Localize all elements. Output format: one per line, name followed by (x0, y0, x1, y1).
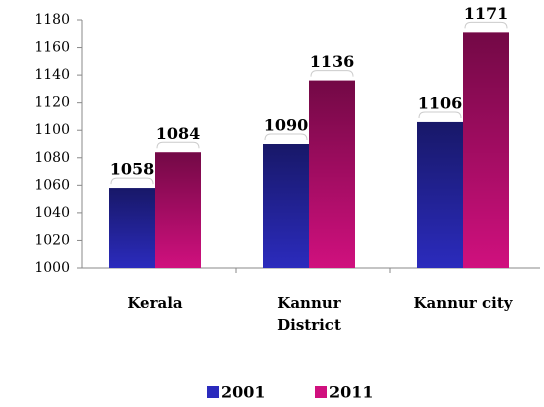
label-bracket (310, 70, 354, 77)
label-bracket (264, 133, 308, 141)
data-label: 1136 (310, 52, 355, 71)
legend-swatch (207, 386, 219, 398)
label-bracket (110, 177, 154, 185)
label-bracket (156, 141, 200, 149)
y-tick-label: 1160 (34, 40, 70, 56)
label-bracket (418, 111, 462, 118)
y-tick-label: 1080 (34, 150, 70, 166)
y-tick-label: 1060 (34, 177, 70, 193)
legend-label: 2001 (221, 383, 266, 402)
legend-label: 2011 (329, 383, 374, 402)
bar-shade (463, 32, 509, 269)
bar-shade (263, 144, 309, 268)
bar-shade (417, 121, 463, 268)
y-tick-label: 1180 (34, 12, 70, 28)
x-tick-label: Kannur city (413, 294, 513, 312)
y-tick-label: 1100 (34, 122, 70, 138)
y-tick-label: 1040 (34, 205, 70, 221)
data-label: 1171 (464, 4, 509, 23)
x-tick-label: Kannur District (277, 294, 341, 334)
bar-shade (155, 152, 201, 268)
x-tick-label: Kerala (127, 294, 183, 312)
y-tick-label: 1020 (34, 232, 70, 248)
bar-shade (109, 188, 155, 268)
data-label: 1084 (156, 124, 201, 143)
y-tick-label: 1000 (34, 260, 70, 276)
y-tick-label: 1120 (34, 95, 70, 111)
bar-shade (309, 80, 355, 268)
legend-swatch (315, 386, 327, 398)
label-bracket (464, 21, 508, 29)
data-label: 1106 (418, 93, 463, 112)
y-tick-label: 1140 (34, 67, 70, 83)
data-label: 1058 (110, 160, 155, 179)
data-label: 1090 (264, 116, 309, 135)
